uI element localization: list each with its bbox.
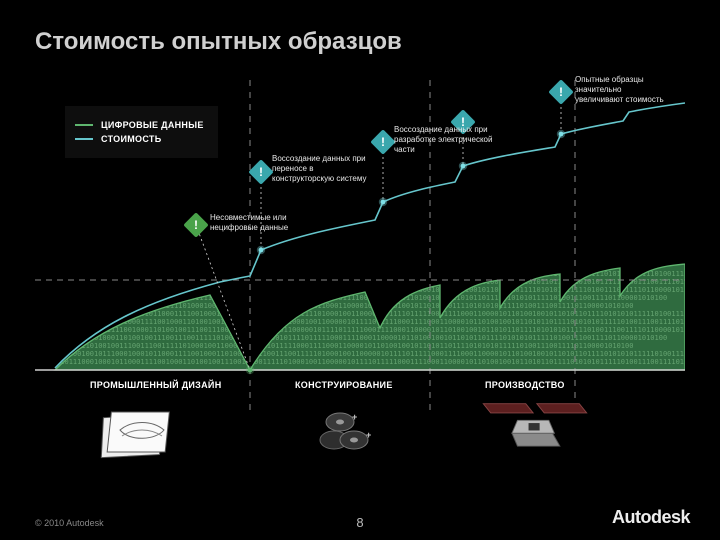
svg-text:100100101110001000101100011110: 1001001011100010001011000111100100011010… [35,278,685,286]
svg-text:011110010001101001001110011100: 0111100100011010010011100111001111101000… [35,262,633,270]
svg-text:+: + [366,430,371,440]
legend-cost-label: СТОИМОСТЬ [101,134,161,144]
legend-digital: ЦИФРОВЫЕ ДАННЫЕ [75,120,204,130]
svg-text:100100101110001000101100011110: 1001001011100010001011000111100100011010… [35,238,685,246]
svg-text:100100101110001000101100011110: 1001001011100010001011000111100100011010… [35,358,685,366]
phase-1-illustration [90,400,190,460]
page-number: 8 [356,515,363,530]
copyright: © 2010 Autodesk [35,518,104,528]
phase-labels: ПРОМЫШЛЕННЫЙ ДИЗАЙН КОНСТРУИРОВАНИЕ ПРОИ… [35,380,685,400]
callout-3: Воссоздание данных при разработке электр… [394,125,504,155]
page-title: Стоимость опытных образцов [35,28,402,56]
svg-text:001111101001001011100010001011: 0011111010010010111000100010110001111001… [35,350,685,358]
phase-3-illustration [475,400,595,460]
callout-1: Несовместимые или нецифровые данные [210,213,320,233]
phase-3-label: ПРОИЗВОДСТВО [485,380,565,390]
phase-1-label: ПРОМЫШЛЕННЫЙ ДИЗАЙН [90,380,222,390]
autodesk-logo: Autodesk [612,507,690,528]
phase-2-label: КОНСТРУИРОВАНИЕ [295,380,393,390]
callout-2: Воссоздание данных при переносе в констр… [272,154,377,184]
svg-text:+: + [352,412,357,422]
svg-text:011110010001101001001110011100: 0111100100011010010011100111001111101000… [35,302,633,310]
svg-text:011110010001101001001110011100: 0111100100011010010011100111001111101000… [35,342,633,350]
phase-2-illustration: + + [310,400,390,460]
legend-cost: СТОИМОСТЬ [75,134,204,144]
svg-text:001111101001001011100010001011: 0011111010010010111000100010110001111001… [35,310,685,318]
legend: ЦИФРОВЫЕ ДАННЫЕ СТОИМОСТЬ [65,106,218,158]
callout-4: Опытные образцы значительно увеличивают … [575,75,670,105]
svg-text:111000100010110001111001000110: 1110001000101100011110010001101001001110… [35,326,685,334]
svg-text:111000100010110001111001000110: 1110001000101100011110010001101001001110… [35,246,685,254]
svg-text:001011000111100100011010010011: 0010110001111001000110100100111001110011… [35,254,667,262]
svg-text:001011000111100100011010010011: 0010110001111001000110100100111001110011… [35,214,667,222]
legend-digital-label: ЦИФРОВЫЕ ДАННЫЕ [101,120,204,130]
chart: 0010110001111001000110100100111001110011… [35,70,685,410]
svg-text:001011000111100100011010010011: 0010110001111001000110100100111001110011… [35,334,667,342]
svg-text:001111101001001011100010001011: 0011111010010010111000100010110001111001… [35,230,685,238]
